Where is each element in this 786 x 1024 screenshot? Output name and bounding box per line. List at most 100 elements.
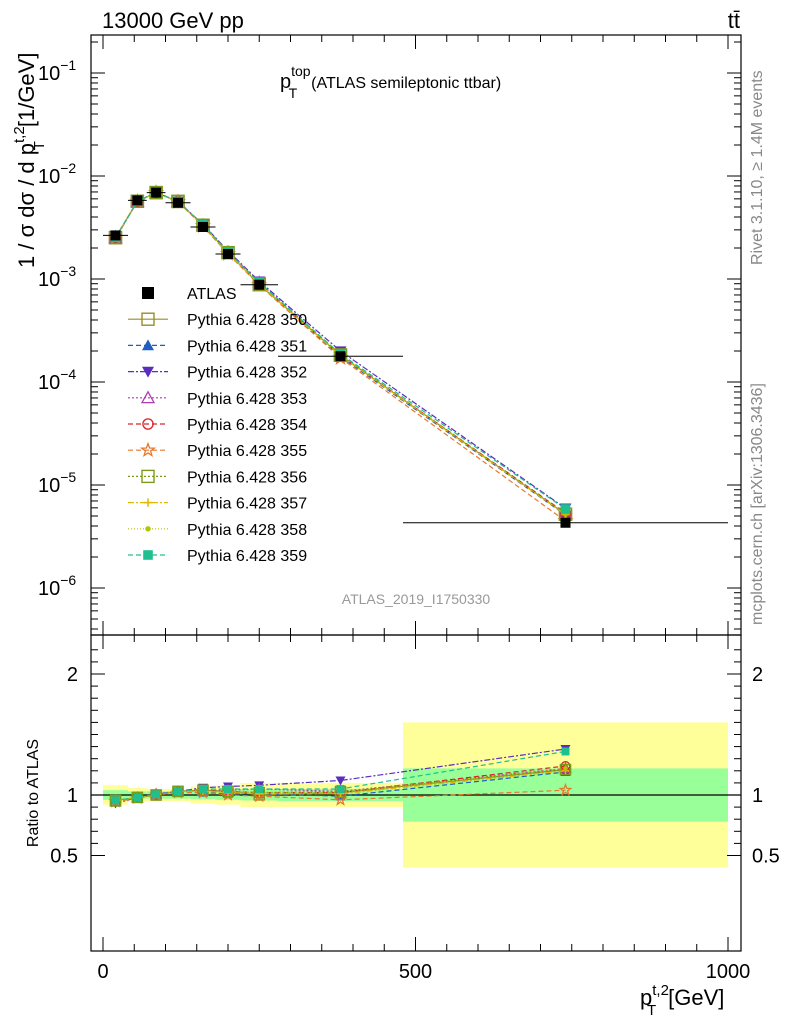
legend-marker (143, 550, 153, 560)
legend-label: Pythia 6.428 355 (187, 443, 307, 460)
ratio-series-point (224, 784, 232, 793)
legend-marker-shape (143, 550, 153, 560)
data-point (335, 351, 346, 362)
ratio-series-point-shape (333, 792, 348, 806)
ratio-series-point (199, 784, 207, 793)
legend-marker (143, 498, 153, 507)
y-tick-label: 10−1 (38, 57, 76, 85)
ratio-series-point (152, 790, 161, 799)
legend-entry: Pythia 6.428 355 (128, 441, 307, 460)
data-point (151, 187, 162, 198)
ratio-series-point-shape (335, 776, 346, 786)
ratio-series-point (335, 776, 346, 786)
chart-title: ptop T(ATLAS semileptonic ttbar) (280, 63, 501, 101)
y-axis-label: 1 / σ dσ / d pt,2T[1/GeV] (11, 53, 48, 268)
main-panel: 10−1 10−2 10−3 10−4 10−5 10−6 ptop T(ATLAS sem… (38, 34, 742, 636)
ratio-tick-label-left: 2 (67, 664, 78, 686)
ratio-series-point-shape (224, 784, 232, 793)
legend-marker (140, 390, 156, 404)
main-axis-ticks (91, 35, 741, 635)
legend-entry: Pythia 6.428 353 (128, 390, 307, 408)
legend-marker (145, 526, 151, 532)
ratio-series-point (563, 766, 568, 771)
legend-label: Pythia 6.428 352 (187, 365, 307, 382)
legend-marker-shape (142, 339, 154, 351)
ratio-series-point (133, 793, 142, 802)
y-tick-label: 10−3 (38, 263, 76, 291)
ratio-series-point-shape (109, 795, 122, 807)
ratio-series-point-shape (559, 763, 572, 776)
series-point (130, 194, 145, 208)
ratio-series-point (109, 795, 122, 807)
ratio-tick-label-right: 2 (752, 664, 763, 686)
y-tick-label: 10−6 (38, 572, 76, 600)
legend-label: Pythia 6.428 353 (187, 391, 307, 408)
legend-marker-shape (141, 469, 155, 484)
legend-marker-shape (142, 366, 154, 378)
legend-label: Pythia 6.428 351 (187, 338, 307, 355)
x-tick-label: 1000 (706, 961, 751, 983)
x-axis-label: pt,2 T[GeV] (640, 982, 724, 1019)
ratio-axis-ticks: 2 2 1 1 0.5 0.5 (50, 635, 780, 951)
legend-entry: Pythia 6.428 350 (128, 312, 307, 329)
legend-entry-data: ATLAS (142, 286, 237, 303)
legend-marker-shape (139, 441, 157, 458)
x-tick-label: 0 (97, 961, 108, 983)
ratio-series-point (111, 796, 120, 805)
beam-label: 13000 GeV pp (102, 8, 244, 33)
y-tick-label: 10−4 (38, 366, 76, 394)
main-y-tick-labels: 10−1 10−2 10−3 10−4 10−5 10−6 (38, 57, 76, 600)
main-data-points (103, 187, 728, 528)
legend-marker (142, 339, 154, 351)
legend-marker-shape (142, 418, 154, 430)
series-point (560, 504, 571, 514)
ratio-series-point (558, 782, 573, 797)
legend-label: Pythia 6.428 354 (187, 417, 307, 434)
ratio-series-line (115, 767, 566, 802)
ratio-series-point (333, 792, 348, 806)
ratio-series-point-shape (561, 747, 570, 756)
ratio-series-point-shape (563, 766, 568, 771)
legend: ATLAS Pythia 6.428 350 Pythia 6.428 351 Pyt… (128, 286, 307, 565)
ratio-tick-label-right: 1 (752, 785, 763, 807)
y-tick-label: 10−5 (38, 469, 76, 497)
legend-label: Pythia 6.428 357 (187, 496, 307, 513)
data-point (223, 248, 233, 259)
legend-marker-shape (141, 312, 155, 326)
legend-entry: Pythia 6.428 354 (128, 417, 307, 434)
series-point-shape (560, 504, 571, 514)
legend-entry: Pythia 6.428 359 (128, 548, 307, 565)
legend-marker-shape (140, 390, 156, 404)
ratio-series-point (336, 784, 345, 793)
ratio-series-point-shape (174, 787, 182, 796)
series-point-shape (130, 194, 145, 208)
analysis-id: ATLAS_2019_I1750330 (342, 591, 491, 607)
ratio-uncertainty-bands (91, 722, 741, 868)
legend-marker (141, 312, 155, 326)
data-point (254, 279, 265, 290)
data-point (560, 517, 571, 528)
ratio-series-point-shape (255, 784, 264, 793)
mcplots-label: mcplots.cern.ch [arXiv:1306.3436] (749, 383, 766, 625)
ratio-series-point-shape (252, 788, 267, 803)
legend-label: Pythia 6.428 358 (187, 522, 307, 539)
ratio-series-point (561, 747, 570, 756)
ratio-series-point-shape (133, 793, 142, 802)
legend-label: Pythia 6.428 350 (187, 312, 307, 329)
ratio-tick-label-left: 0.5 (50, 846, 78, 868)
process-label: tt̄ (728, 8, 740, 33)
data-point (110, 230, 121, 241)
legend-label: Pythia 6.428 359 (187, 548, 307, 565)
ratio-panel: 2 2 1 1 0.5 0.5 (50, 634, 780, 952)
ratio-y-axis-label: Ratio to ATLAS (25, 739, 42, 847)
x-tick-labels: 0 500 1000 (97, 961, 750, 983)
ratio-series-point-shape (199, 784, 207, 793)
ratio-series (108, 745, 573, 809)
legend-entry: Pythia 6.428 356 (128, 469, 307, 486)
legend-marker (139, 441, 157, 458)
x-tick-label: 500 (399, 961, 432, 983)
legend-entry: Pythia 6.428 351 (128, 338, 307, 355)
main-frame (90, 34, 742, 636)
data-point (198, 221, 208, 232)
legend-marker (142, 418, 154, 430)
